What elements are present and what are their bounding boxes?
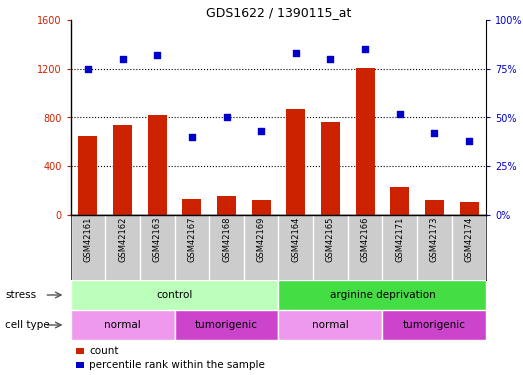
Bar <box>78 136 97 215</box>
Bar <box>252 200 271 215</box>
Point <box>292 50 300 56</box>
Text: cell type: cell type <box>5 320 50 330</box>
Point <box>361 46 369 52</box>
Text: arginine deprivation: arginine deprivation <box>329 290 435 300</box>
Text: normal: normal <box>312 320 349 330</box>
Bar <box>71 310 175 340</box>
Text: GSM42167: GSM42167 <box>187 217 196 262</box>
Text: GSM42162: GSM42162 <box>118 217 127 262</box>
Bar <box>382 310 486 340</box>
Bar <box>321 122 340 215</box>
Text: percentile rank within the sample: percentile rank within the sample <box>89 360 265 370</box>
Point <box>326 56 335 62</box>
Title: GDS1622 / 1390115_at: GDS1622 / 1390115_at <box>206 6 351 19</box>
Point <box>222 114 231 120</box>
Text: count: count <box>89 346 118 356</box>
Text: tumorigenic: tumorigenic <box>403 320 466 330</box>
Point <box>188 134 196 140</box>
Point <box>465 138 473 144</box>
Bar <box>278 280 486 310</box>
Bar <box>71 280 278 310</box>
Point <box>118 56 127 62</box>
Text: tumorigenic: tumorigenic <box>195 320 258 330</box>
Point <box>257 128 265 134</box>
Text: GSM42173: GSM42173 <box>430 217 439 262</box>
Bar <box>217 195 236 215</box>
Text: GSM42164: GSM42164 <box>291 217 300 262</box>
Bar <box>356 68 374 215</box>
Text: GSM42171: GSM42171 <box>395 217 404 262</box>
Bar <box>425 200 444 215</box>
Bar <box>175 310 278 340</box>
Text: GSM42174: GSM42174 <box>464 217 473 262</box>
Point <box>430 130 439 136</box>
Point <box>395 111 404 117</box>
Text: normal: normal <box>104 320 141 330</box>
Bar <box>278 310 382 340</box>
Text: GSM42166: GSM42166 <box>361 217 370 262</box>
Text: GSM42161: GSM42161 <box>84 217 93 262</box>
Point <box>84 66 92 72</box>
Bar <box>390 187 410 215</box>
Bar <box>286 109 305 215</box>
Text: stress: stress <box>5 290 37 300</box>
Bar <box>147 115 167 215</box>
Bar <box>183 199 201 215</box>
Text: GSM42169: GSM42169 <box>257 217 266 262</box>
Text: control: control <box>156 290 193 300</box>
Text: GSM42163: GSM42163 <box>153 217 162 262</box>
Text: GSM42165: GSM42165 <box>326 217 335 262</box>
Bar <box>113 125 132 215</box>
Bar <box>460 202 479 215</box>
Point <box>153 52 162 58</box>
Text: GSM42168: GSM42168 <box>222 217 231 262</box>
